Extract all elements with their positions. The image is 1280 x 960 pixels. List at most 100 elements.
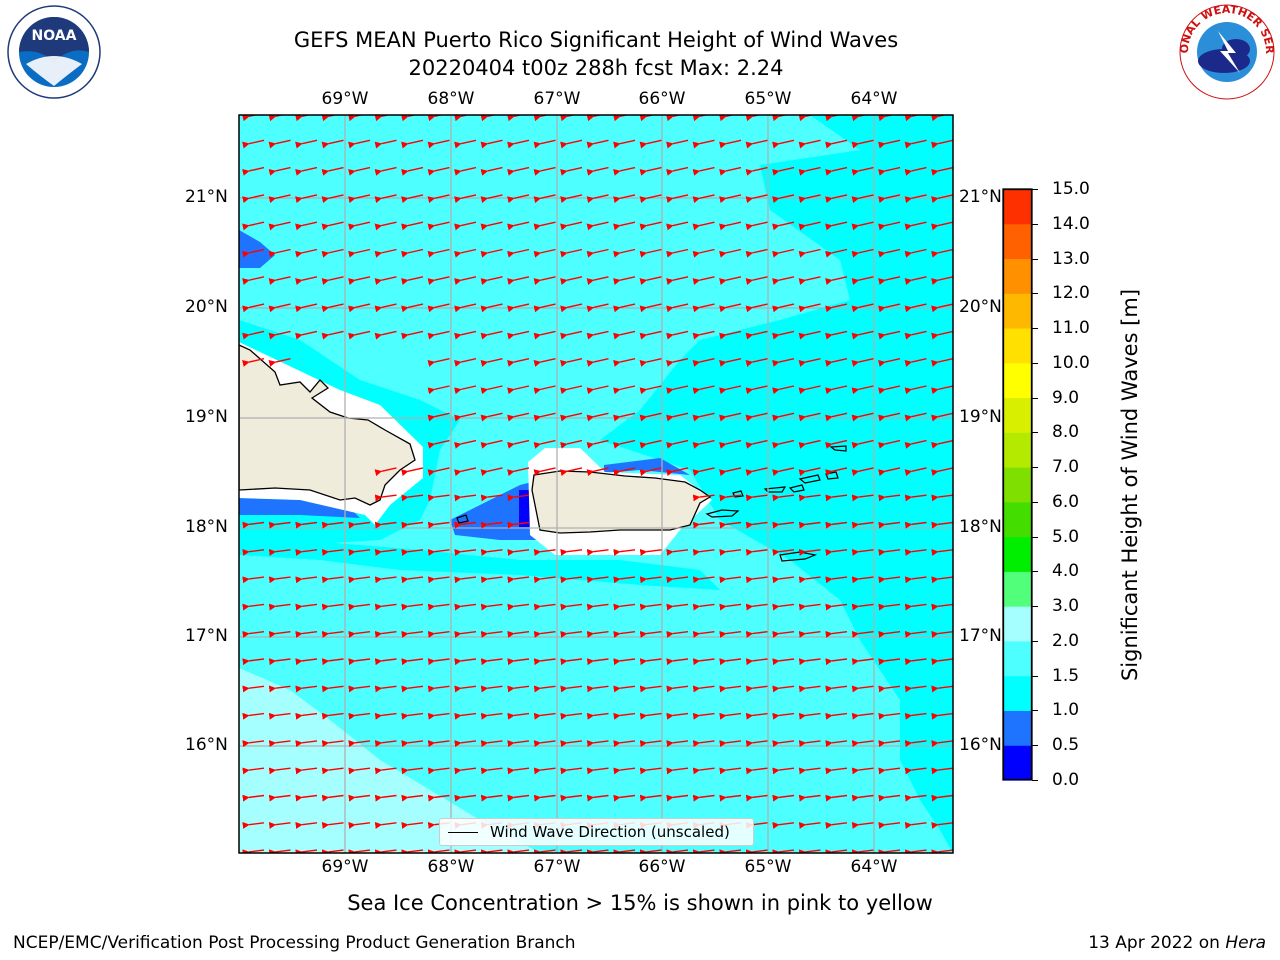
wind-arrow bbox=[586, 439, 609, 449]
wind-arrow bbox=[507, 194, 530, 204]
wind-arrow bbox=[798, 439, 821, 449]
wind-arrow bbox=[374, 630, 397, 638]
wind-arrow bbox=[772, 658, 795, 666]
wind-arrow bbox=[666, 603, 689, 611]
wind-arrow bbox=[692, 358, 715, 367]
lon-label-bottom-68w: 68°W bbox=[427, 857, 475, 877]
wind-arrow bbox=[692, 494, 715, 502]
wind-arrow bbox=[798, 658, 821, 666]
wind-arrow bbox=[348, 821, 371, 829]
wind-arrow bbox=[851, 685, 874, 693]
wind-arrow bbox=[427, 849, 450, 853]
wind-arrow bbox=[692, 166, 715, 176]
wind-arrow bbox=[772, 821, 795, 829]
wind-arrow bbox=[692, 467, 715, 477]
wind-arrow bbox=[745, 740, 768, 748]
wind-arrow bbox=[348, 139, 371, 149]
wind-arrow bbox=[931, 712, 953, 720]
colorbar-tick-mark bbox=[1032, 536, 1038, 538]
wind-arrow bbox=[480, 276, 503, 285]
wind-arrow bbox=[242, 849, 265, 853]
wind-arrow bbox=[666, 385, 689, 395]
lat-label-right-20n: 20°N bbox=[959, 297, 1002, 317]
wind-arrow bbox=[745, 303, 768, 313]
wind-arrow bbox=[613, 794, 636, 802]
wind-arrow bbox=[348, 330, 371, 340]
wind-arrow bbox=[798, 630, 821, 638]
colorbar-band bbox=[1003, 675, 1032, 711]
colorbar-tick-label: 0.5 bbox=[1052, 735, 1080, 756]
wind-arrow bbox=[242, 166, 265, 176]
wind-arrow bbox=[348, 221, 371, 231]
wind-arrow bbox=[321, 166, 344, 176]
wind-arrow bbox=[931, 521, 953, 529]
wind-arrow bbox=[374, 821, 397, 829]
colorbar-tick-label: 1.0 bbox=[1052, 700, 1080, 721]
wind-arrow bbox=[268, 139, 291, 149]
wind-arrow bbox=[560, 276, 583, 285]
wind-arrow bbox=[798, 521, 821, 529]
wind-arrow bbox=[904, 603, 927, 611]
wind-arrow bbox=[586, 115, 603, 122]
colorbar-tick-label: 0.0 bbox=[1052, 770, 1080, 790]
wind-arrow bbox=[666, 358, 689, 367]
wind-arrow bbox=[586, 849, 609, 853]
wind-arrow bbox=[533, 194, 556, 204]
wind-arrow bbox=[904, 467, 927, 477]
wind-arrow bbox=[321, 576, 344, 584]
wind-arrow bbox=[268, 821, 291, 829]
wind-arrow bbox=[507, 767, 530, 775]
wind-arrow bbox=[533, 712, 556, 720]
wind-arrow bbox=[427, 685, 450, 693]
wind-arrow bbox=[348, 548, 371, 556]
wind-arrow bbox=[533, 630, 556, 638]
wind-arrow bbox=[639, 630, 662, 638]
wind-arrow bbox=[401, 685, 424, 693]
wind-arrow bbox=[480, 439, 503, 449]
wind-arrow bbox=[586, 412, 609, 422]
wind-arrow bbox=[613, 712, 636, 720]
wind-arrow bbox=[825, 358, 848, 367]
wind-arrow bbox=[692, 194, 715, 204]
wind-arrow bbox=[454, 467, 477, 477]
wind-arrow bbox=[427, 494, 450, 502]
wind-arrow bbox=[268, 630, 291, 638]
colorbar-tick-label: 6.0 bbox=[1052, 491, 1080, 512]
wind-arrow bbox=[374, 849, 397, 853]
wind-arrow bbox=[427, 194, 450, 204]
wind-arrow bbox=[480, 712, 503, 720]
wind-arrow bbox=[851, 603, 874, 611]
wind-arrow bbox=[295, 330, 318, 340]
wind-arrow bbox=[719, 276, 742, 285]
wind-arrow bbox=[772, 303, 795, 313]
wind-arrow bbox=[533, 412, 556, 422]
wind-arrow bbox=[268, 330, 291, 340]
wind-arrow bbox=[401, 276, 424, 285]
wind-arrow bbox=[798, 767, 821, 775]
wind-arrow bbox=[242, 221, 265, 231]
wind-arrow bbox=[560, 439, 583, 449]
field-patch-6 bbox=[519, 490, 530, 527]
wind-arrow bbox=[427, 740, 450, 748]
wind-arrow bbox=[533, 685, 556, 693]
colorbar-band bbox=[1003, 293, 1032, 329]
wind-arrow bbox=[454, 576, 477, 584]
wind-arrow bbox=[454, 303, 477, 313]
wind-arrow bbox=[904, 767, 927, 775]
wind-arrow bbox=[427, 248, 450, 258]
wind-arrow bbox=[268, 603, 291, 611]
wind-arrow bbox=[480, 740, 503, 748]
wind-arrow bbox=[931, 303, 953, 313]
wind-arrow bbox=[692, 849, 715, 853]
colorbar-overlap-mask bbox=[1002, 188, 1033, 781]
lat-label-right-19n: 19°N bbox=[959, 407, 1002, 427]
wind-arrow bbox=[613, 548, 636, 556]
wind-arrow bbox=[533, 221, 556, 231]
wind-arrow bbox=[931, 439, 953, 449]
wind-arrow bbox=[480, 412, 503, 422]
wind-arrow bbox=[321, 303, 344, 313]
wind-arrow bbox=[639, 221, 662, 231]
wind-arrow bbox=[242, 767, 265, 775]
wind-arrow bbox=[666, 576, 689, 584]
lon-label-bottom-66w: 66°W bbox=[638, 857, 686, 877]
